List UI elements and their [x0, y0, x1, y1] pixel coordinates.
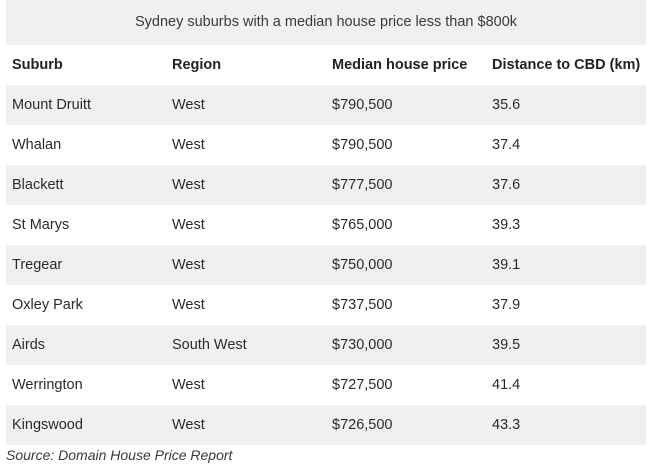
cell-price: $726,500 [332, 417, 393, 433]
cell-distance: 37.6 [492, 177, 521, 193]
cell-price: $777,500 [332, 177, 393, 193]
table-row: Kingswood West $726,500 43.3 [6, 405, 646, 445]
table-row: Mount Druitt West $790,500 35.6 [6, 85, 646, 125]
cell-suburb: Oxley Park [12, 297, 83, 313]
cell-price: $790,500 [332, 137, 393, 153]
table-row: Tregear West $750,000 39.1 [6, 245, 646, 285]
cell-region: West [172, 257, 205, 273]
table-caption: Sydney suburbs with a median house price… [6, 0, 646, 45]
cell-price: $790,500 [332, 97, 393, 113]
header-suburb: Suburb [12, 57, 63, 73]
cell-price: $750,000 [332, 257, 393, 273]
price-table: Sydney suburbs with a median house price… [6, 0, 646, 445]
cell-distance: 41.4 [492, 377, 521, 393]
cell-region: West [172, 97, 205, 113]
cell-suburb: Tregear [12, 257, 63, 273]
cell-price: $765,000 [332, 217, 393, 233]
header-distance: Distance to CBD (km) [492, 57, 641, 73]
cell-suburb: Mount Druitt [12, 97, 91, 113]
header-median-price: Median house price [332, 57, 468, 73]
cell-distance: 39.3 [492, 217, 521, 233]
cell-distance: 37.9 [492, 297, 521, 313]
table-row: Whalan West $790,500 37.4 [6, 125, 646, 165]
cell-region: West [172, 297, 205, 313]
header-region: Region [172, 57, 222, 73]
cell-suburb: Kingswood [12, 417, 83, 433]
table-row: Blackett West $777,500 37.6 [6, 165, 646, 205]
cell-region: West [172, 137, 205, 153]
cell-price: $727,500 [332, 377, 393, 393]
cell-price: $737,500 [332, 297, 393, 313]
cell-price: $730,000 [332, 337, 393, 353]
cell-region: West [172, 217, 205, 233]
cell-suburb: Werrington [12, 377, 83, 393]
cell-distance: 39.1 [492, 257, 521, 273]
cell-region: West [172, 377, 205, 393]
cell-suburb: Blackett [12, 177, 64, 193]
table-row: Werrington West $727,500 41.4 [6, 365, 646, 405]
table-header-row: Suburb Region Median house price Distanc… [6, 45, 646, 85]
source-note: Source: Domain House Price Report [6, 447, 233, 463]
table-row: Airds South West $730,000 39.5 [6, 325, 646, 365]
cell-region: West [172, 177, 205, 193]
cell-region: South West [172, 337, 247, 353]
table-row: Oxley Park West $737,500 37.9 [6, 285, 646, 325]
cell-suburb: Whalan [12, 137, 62, 153]
cell-distance: 35.6 [492, 97, 521, 113]
cell-distance: 39.5 [492, 337, 521, 353]
cell-distance: 37.4 [492, 137, 521, 153]
cell-region: West [172, 417, 205, 433]
cell-suburb: Airds [12, 337, 46, 353]
cell-suburb: St Marys [12, 217, 70, 233]
table-row: St Marys West $765,000 39.3 [6, 205, 646, 245]
cell-distance: 43.3 [492, 417, 521, 433]
